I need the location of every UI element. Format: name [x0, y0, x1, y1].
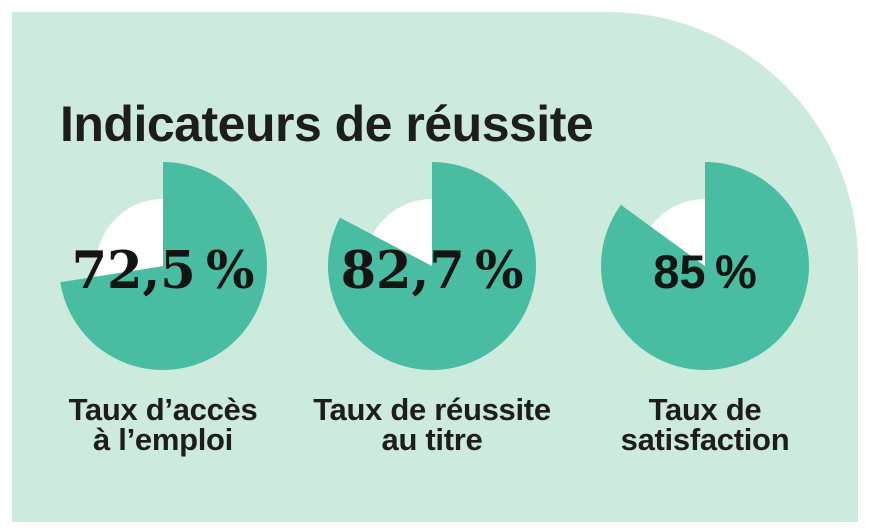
pie-chart-taux-satisfaction	[600, 162, 809, 370]
pie-value: 72,5 %	[71, 241, 255, 301]
pie-slice-remainder	[95, 199, 163, 277]
pie-slice-filled	[600, 162, 809, 370]
pie-label-line: à l’emploi	[93, 422, 233, 457]
pie-value: 82,7 %	[340, 241, 524, 301]
pie-chart-taux-reussite-titre	[328, 162, 537, 370]
pie-slice-remainder	[372, 199, 432, 266]
pie-chart-taux-acces-emploi	[60, 162, 267, 370]
pie-value: 85 %	[653, 244, 757, 298]
pie-label-line: Taux de	[648, 392, 762, 427]
pie-label-line: Taux de réussite	[313, 392, 551, 427]
pie-slice-filled	[60, 162, 267, 370]
page-title: Indicateurs de réussite	[60, 95, 594, 152]
pie-label-line: Taux d’accès	[68, 392, 258, 427]
pie-label: Taux de satisfaction	[555, 392, 855, 457]
pie-label: Taux d’accès à l’emploi	[13, 392, 313, 457]
pie-label-line: au titre	[381, 422, 483, 457]
pie-label-line: satisfaction	[620, 422, 790, 457]
pie-label: Taux de réussite au titre	[282, 392, 582, 457]
pie-slice-filled	[328, 162, 537, 370]
pie-slice-remainder	[650, 199, 705, 266]
